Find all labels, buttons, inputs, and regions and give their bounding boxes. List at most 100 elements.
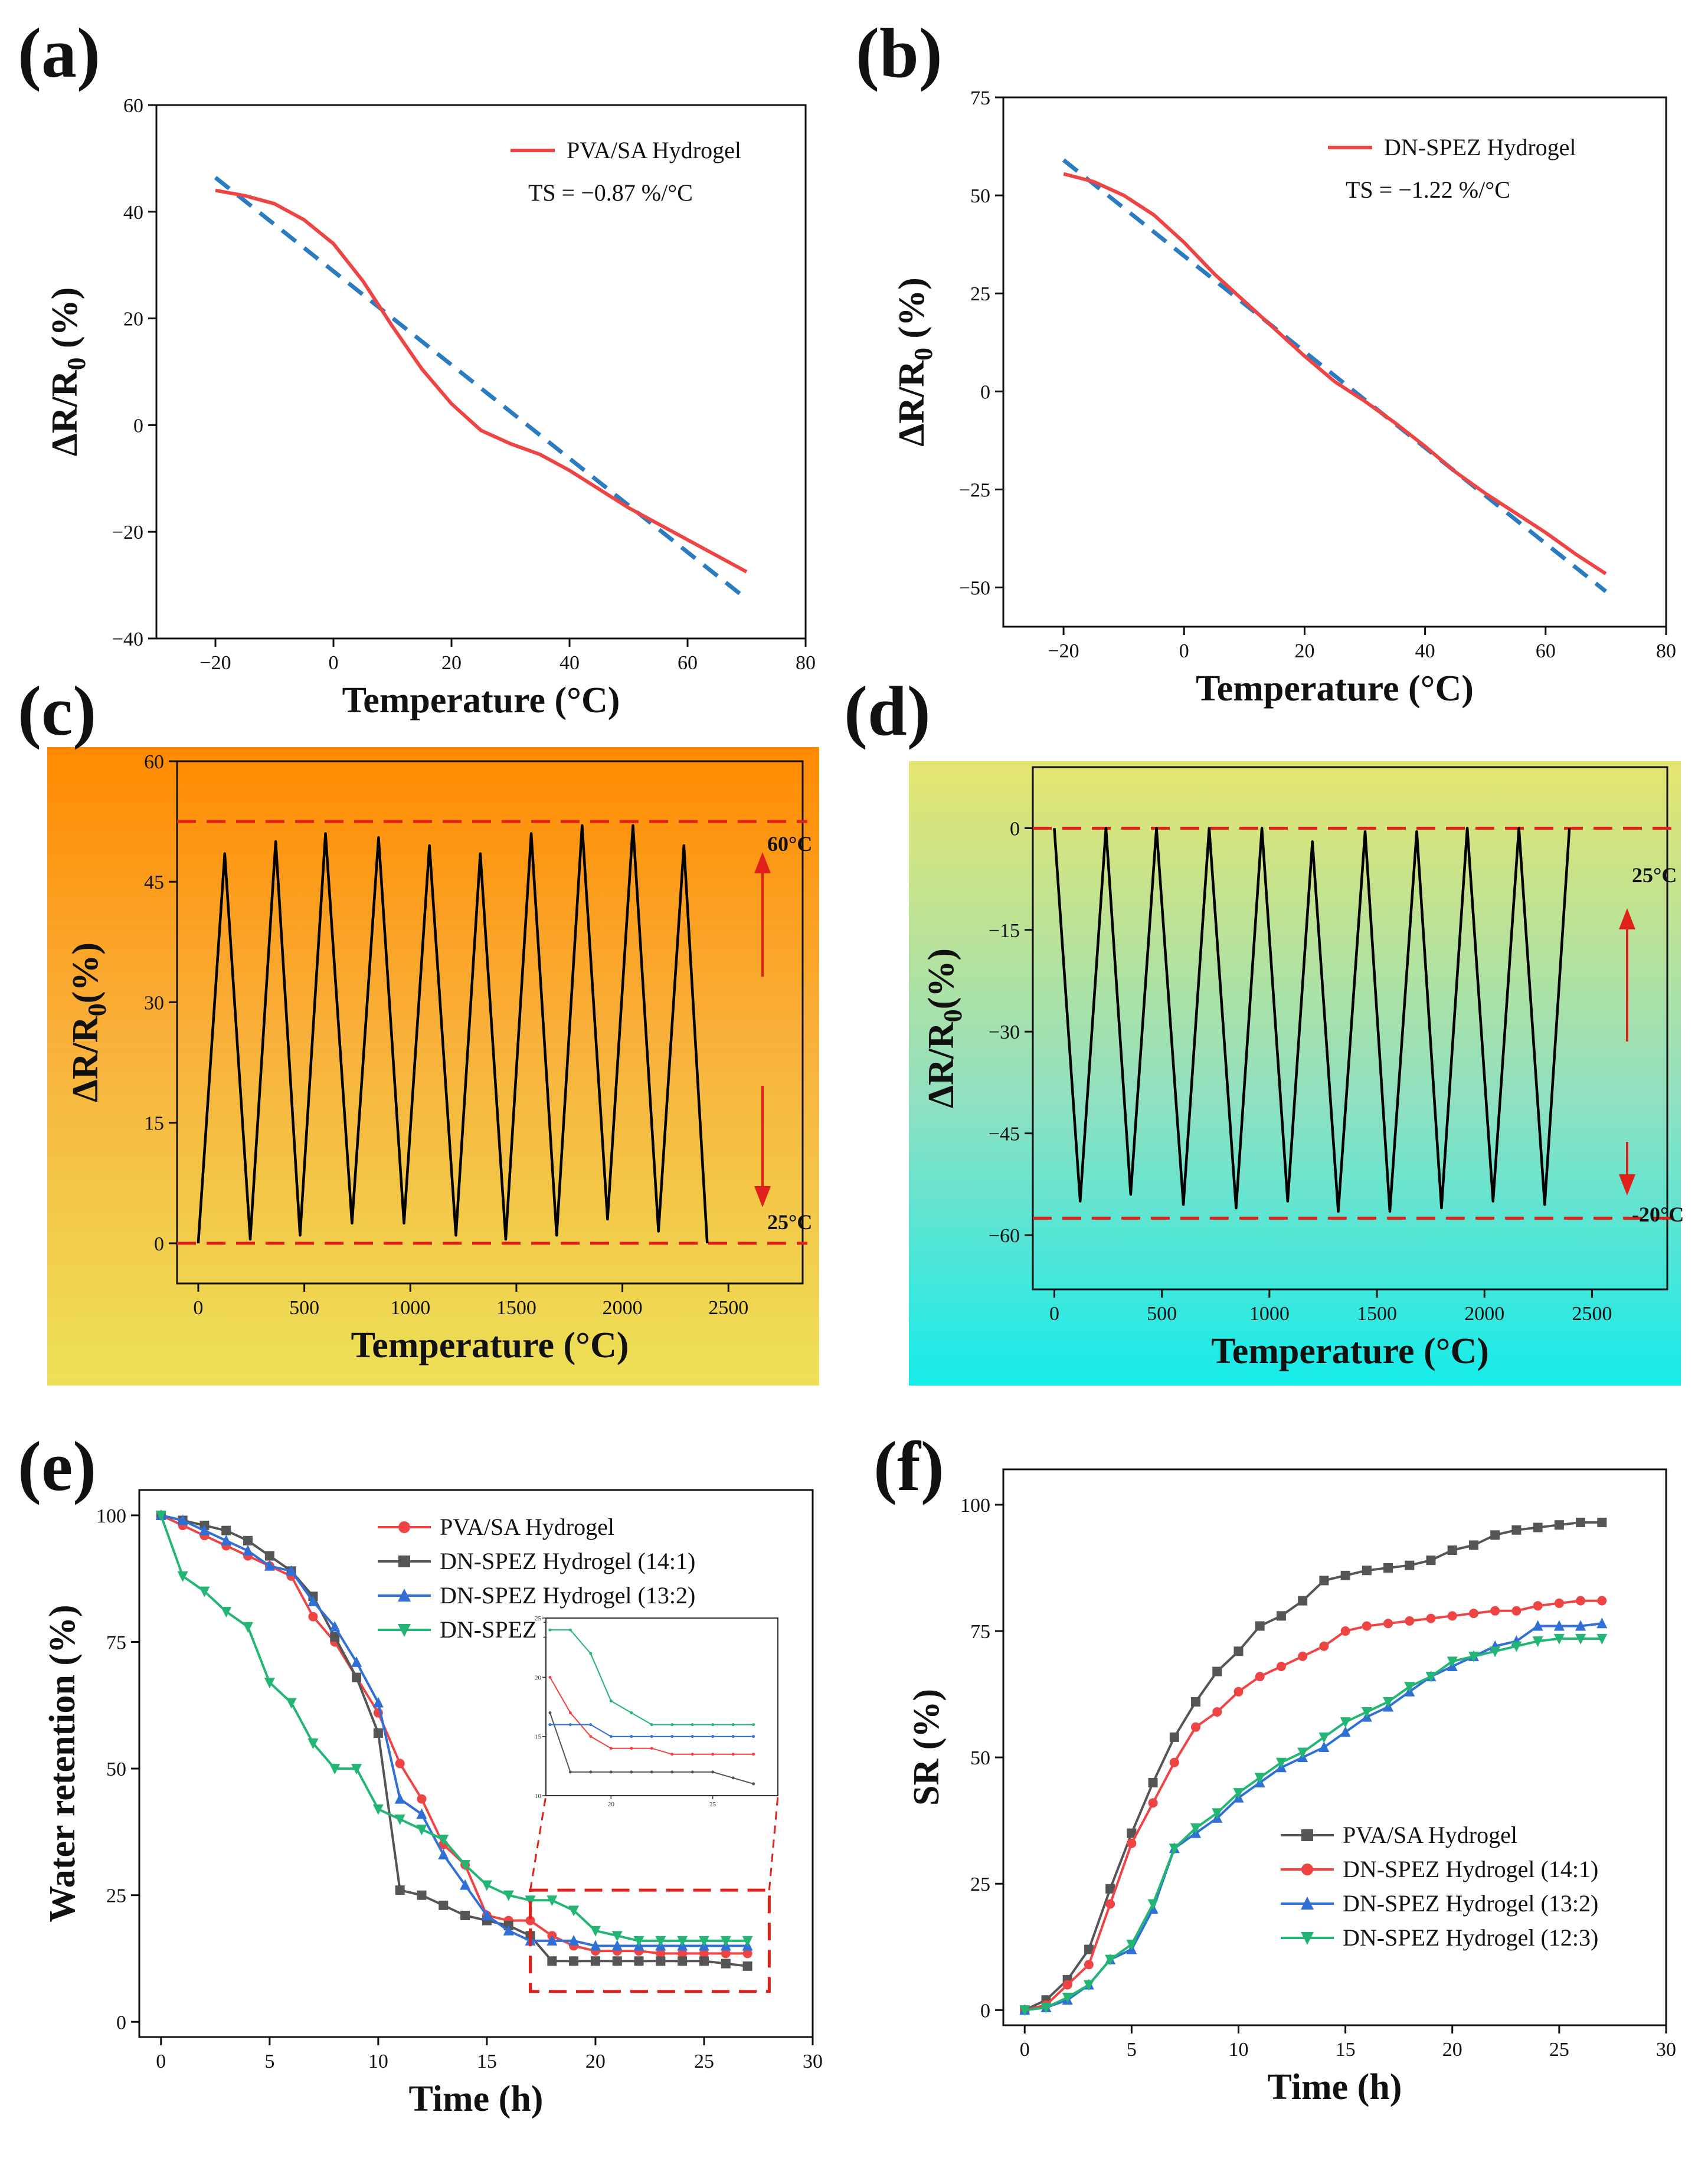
- x-tick-label: 60: [678, 652, 698, 674]
- inset-data-point: [650, 1723, 653, 1727]
- y-tick-label: 0: [133, 415, 143, 437]
- data-point: [1553, 1620, 1565, 1631]
- x-tick-label: 2500: [1572, 1303, 1612, 1325]
- data-point: [264, 1551, 274, 1561]
- y-axis-label: ΔR/R0(%): [921, 948, 967, 1108]
- y-tick-label: 0: [980, 2000, 990, 2022]
- data-point: [1148, 1777, 1158, 1787]
- data-point: [1553, 1633, 1565, 1645]
- data-point: [655, 1936, 666, 1947]
- cycling-line: [197, 824, 709, 1244]
- y-tick-label: 45: [144, 872, 164, 893]
- data-point: [547, 1895, 558, 1907]
- inset-data-point: [731, 1735, 735, 1738]
- arrow-head: [1619, 908, 1635, 929]
- y-tick-label: −60: [989, 1225, 1020, 1247]
- data-point: [568, 1934, 580, 1946]
- data-point: [1576, 1596, 1586, 1606]
- data-point: [1511, 1525, 1522, 1535]
- series-line: [160, 1514, 748, 1955]
- ts-annotation: TS = −0.87 %/°C: [528, 179, 693, 206]
- data-point: [1319, 1641, 1329, 1651]
- x-axis-label: Temperature (°C): [351, 1325, 629, 1365]
- data-point: [720, 1936, 731, 1947]
- x-axis-label: Temperature (°C): [1211, 1331, 1489, 1371]
- inset-x-tick-label: 25: [709, 1801, 716, 1808]
- legend-marker: [1301, 1932, 1314, 1945]
- data-point: [1405, 1616, 1415, 1626]
- data-point: [243, 1622, 254, 1633]
- legend-label: DN-SPEZ Hydrogel (14:1): [440, 1548, 695, 1574]
- data-point: [1597, 1517, 1607, 1527]
- data-point: [1533, 1601, 1543, 1611]
- data-point: [698, 1936, 709, 1947]
- inset-data-point: [630, 1711, 633, 1715]
- data-point: [417, 1794, 427, 1804]
- legend-marker: [398, 1521, 410, 1533]
- inset-data-point: [589, 1652, 593, 1655]
- data-point: [460, 1879, 471, 1890]
- y-tick-label: 0: [980, 381, 990, 403]
- data-point: [1490, 1530, 1500, 1540]
- data-point: [1362, 1566, 1372, 1576]
- data-point: [503, 1890, 514, 1901]
- data-point: [503, 1924, 514, 1936]
- data-point: [1340, 1570, 1350, 1580]
- panel-c: 0 500 1000 1500 2000 2500 0 15 30 45 60 Temperature…: [66, 751, 812, 1365]
- data-point: [1298, 1651, 1308, 1661]
- inset-data-point: [670, 1735, 674, 1738]
- data-point: [721, 1949, 731, 1959]
- x-tick-label: 5: [264, 2051, 274, 2072]
- inset-y-tick-label: 10: [535, 1793, 542, 1800]
- data-point: [1019, 2005, 1030, 2016]
- x-tick-label: 500: [1147, 1303, 1177, 1325]
- inset-data-point: [650, 1770, 653, 1774]
- panel-c-background: [47, 747, 819, 1386]
- data-point: [633, 1936, 644, 1947]
- data-point: [1191, 1697, 1201, 1707]
- data-point: [264, 1678, 275, 1689]
- data-point: [1169, 1843, 1180, 1855]
- x-tick-label: −20: [1048, 640, 1079, 662]
- data-point: [330, 1632, 340, 1642]
- data-point: [1191, 1722, 1201, 1732]
- data-point: [1575, 1633, 1586, 1645]
- data-point: [352, 1672, 362, 1682]
- data-line: [1063, 172, 1607, 575]
- zoom-connector: [768, 1795, 779, 1891]
- inset-data-point: [548, 1628, 552, 1632]
- data-point: [1554, 1598, 1564, 1608]
- data-point: [481, 1880, 492, 1891]
- data-point: [1362, 1621, 1372, 1631]
- x-tick-label: 0: [1049, 1303, 1059, 1325]
- data-point: [611, 1931, 623, 1942]
- panel-f: 0 5 10 15 20 25 30 0 25 50 75 100 Time (h) SR (%) PVA/…: [907, 1468, 1676, 2107]
- data-point: [1468, 1651, 1479, 1662]
- panel-d: 0 500 1000 1500 2000 2500 −60 −45 −30 −15 0 Tempera…: [921, 766, 1684, 1371]
- x-axis-label: Time (h): [1268, 2067, 1402, 2107]
- y-tick-label: 20: [123, 309, 143, 330]
- series-line: [161, 1514, 748, 1967]
- inset-data-point: [691, 1770, 694, 1774]
- data-point: [678, 1949, 688, 1959]
- data-point: [1576, 1517, 1586, 1527]
- data-point: [1062, 1980, 1072, 1990]
- y-axis-label: Water retention (%): [42, 1604, 83, 1922]
- x-tick-label: 2000: [603, 1297, 643, 1319]
- data-point: [416, 1825, 427, 1836]
- data-point: [1190, 1823, 1202, 1835]
- data-point: [1405, 1560, 1415, 1570]
- inset-data-point: [589, 1723, 593, 1727]
- data-point: [547, 1934, 558, 1946]
- y-tick-label: 75: [970, 1621, 990, 1643]
- plot-frame: [1002, 1468, 1667, 2026]
- inset-data-point: [711, 1770, 715, 1774]
- inset-data-point: [589, 1735, 593, 1738]
- data-point: [1383, 1563, 1393, 1573]
- legend-marker: [1301, 1864, 1313, 1875]
- data-point: [634, 1956, 644, 1966]
- inset-y-tick-label: 15: [535, 1734, 542, 1741]
- inset-data-point: [711, 1723, 715, 1727]
- data-point: [1127, 1828, 1137, 1838]
- data-point: [308, 1612, 318, 1622]
